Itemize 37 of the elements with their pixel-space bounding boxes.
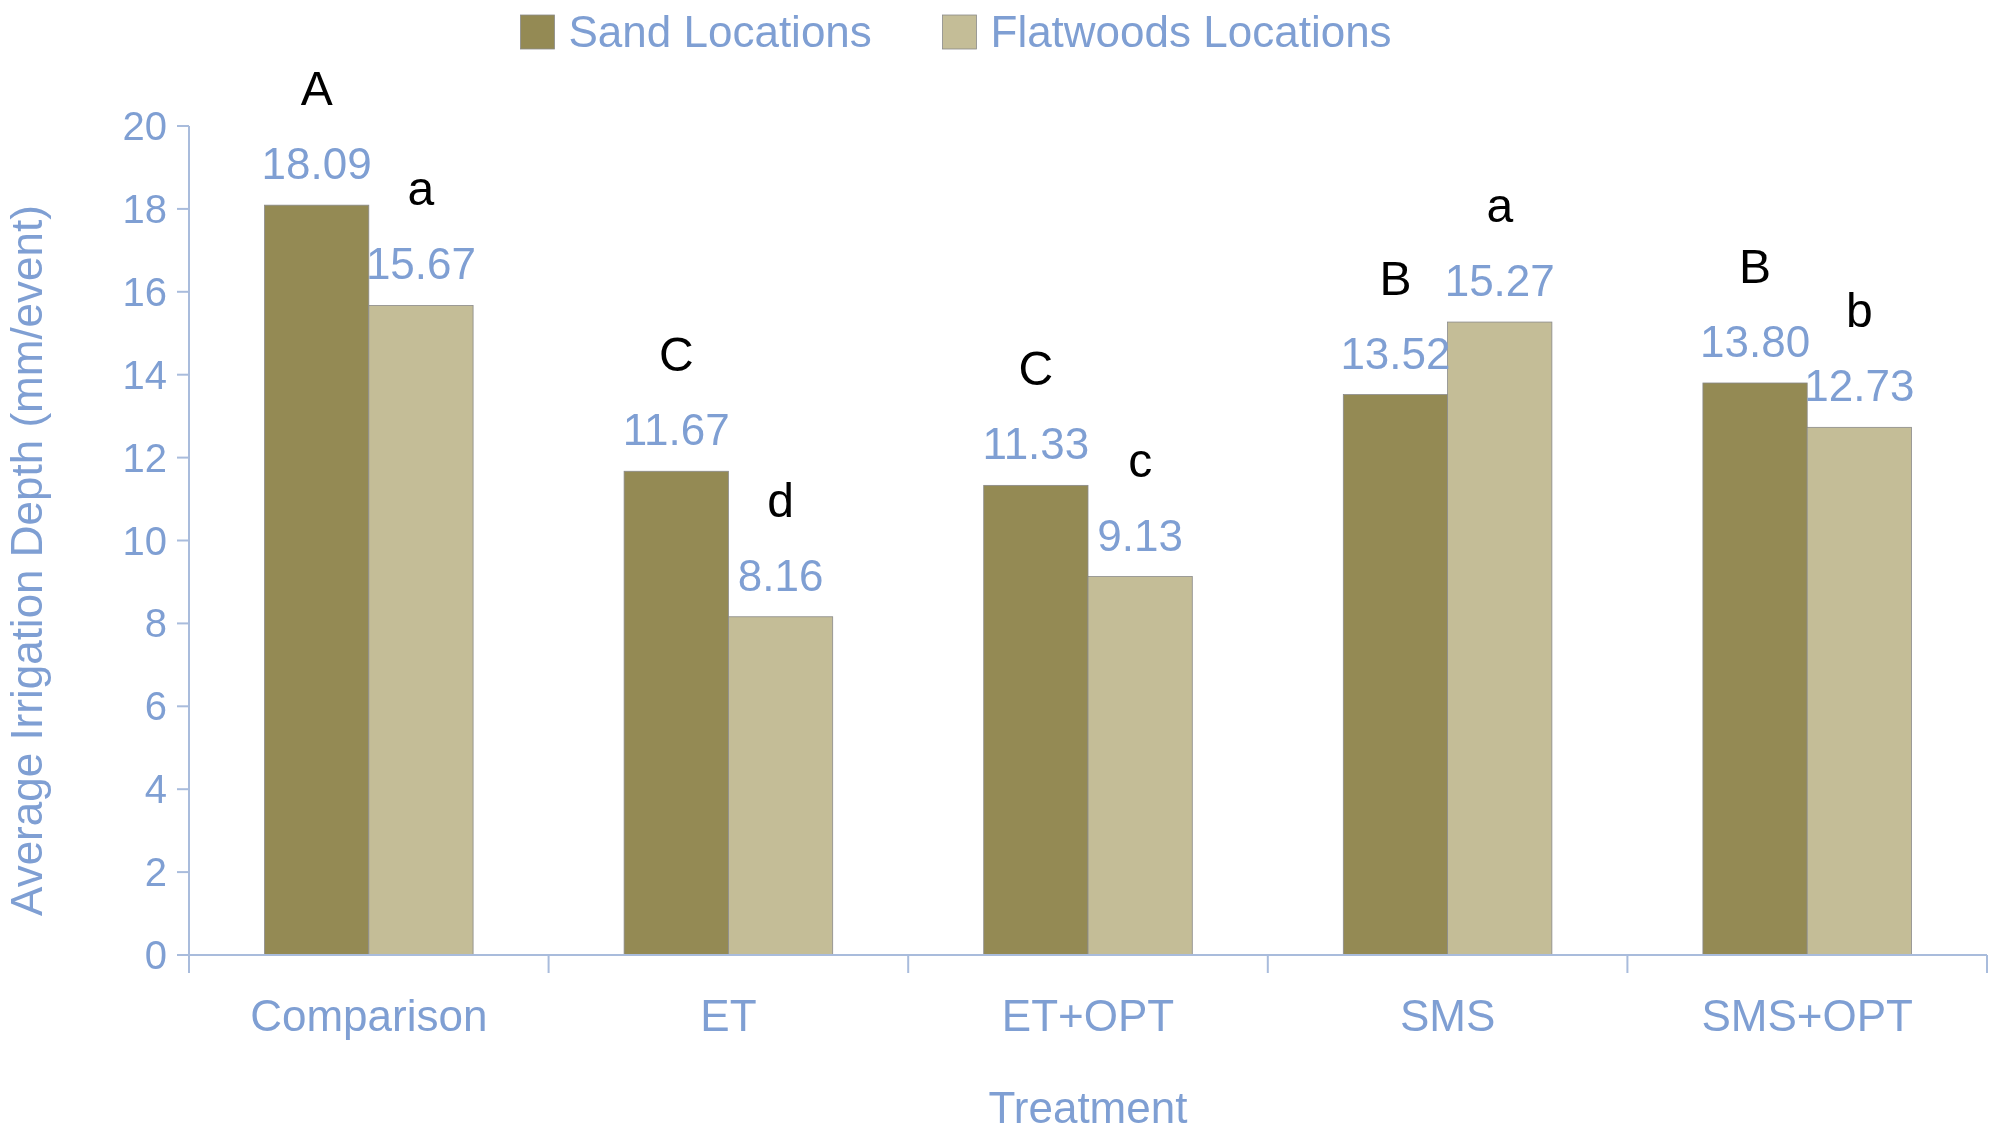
- y-tick-label: 10: [122, 518, 167, 563]
- x-tick-label: ET+OPT: [1001, 991, 1175, 1040]
- data-label: 18.09: [261, 139, 372, 189]
- x-axis-title: Treatment: [988, 1083, 1188, 1132]
- y-tick-label: 16: [122, 269, 167, 314]
- y-tick-label: 8: [144, 601, 167, 646]
- y-tick-label: 6: [144, 684, 167, 729]
- y-tick-label: 4: [144, 767, 167, 812]
- annotation: b: [1845, 284, 1873, 338]
- annotation: c: [1128, 433, 1153, 487]
- y-tick-label: 0: [144, 933, 167, 977]
- legend-label: Flatwoods Locations: [990, 7, 1392, 57]
- y-tick-label: 14: [122, 352, 167, 397]
- data-label: 11.67: [622, 405, 730, 455]
- y-axis-title: Average Irrigation Depth (mm/event): [2, 205, 51, 916]
- annotation: A: [300, 62, 333, 116]
- annotation: B: [1379, 251, 1412, 305]
- annotation: a: [1486, 179, 1514, 233]
- annotation: C: [658, 328, 694, 382]
- y-tick-label: 18: [122, 186, 167, 231]
- x-tick-label: ET: [700, 991, 757, 1040]
- y-tick-label: 2: [144, 850, 167, 895]
- annotation: B: [1739, 239, 1772, 293]
- y-tick-label: 20: [122, 104, 167, 148]
- annotation: C: [1018, 342, 1054, 396]
- x-tick-label: SMS: [1399, 991, 1496, 1040]
- y-tick-label: 12: [122, 435, 167, 480]
- annotation: d: [767, 473, 794, 527]
- data-label: 15.27: [1444, 256, 1555, 306]
- data-label: 11.33: [982, 419, 1090, 469]
- x-tick-label: Comparison: [250, 991, 488, 1040]
- data-label: 15.67: [365, 239, 476, 289]
- data-label: 8.16: [737, 550, 824, 600]
- x-tick-label: SMS+OPT: [1701, 991, 1913, 1040]
- annotation: a: [407, 162, 435, 216]
- legend-label: Sand Locations: [568, 7, 872, 57]
- data-label: 9.13: [1097, 510, 1183, 560]
